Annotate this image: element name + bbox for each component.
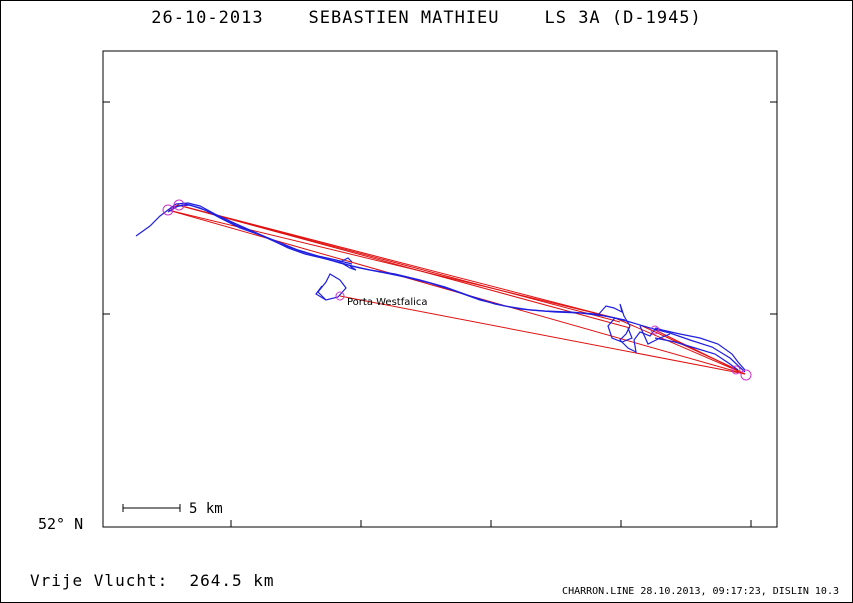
title-pilot: SEBASTIEN MATHIEU [308,8,500,28]
plot-frame [102,50,778,528]
credit-line: CHARRON.LINE 28.10.2013, 09:17:23, DISLI… [562,586,839,597]
turnpoint-circle [740,369,752,381]
gps-track [135,202,746,373]
flight-legs [167,204,746,375]
scale-label: 5 km [189,501,223,517]
turnpoint-circle [173,199,185,211]
turnpoint-circle [731,365,741,375]
distance-summary: Vrije Vlucht: 264.5 km [30,571,275,590]
turnpoint-circle [162,204,174,216]
turnpoint-circle [335,291,345,301]
axis-ticks [103,101,777,527]
latitude-label: 52° N [38,515,84,533]
distance-value: 264.5 km [189,571,275,590]
title-glider: LS 3A (D-1945) [544,8,702,28]
page-title: 26-10-2013 SEBASTIEN MATHIEU LS 3A (D-19… [0,8,853,28]
waypoint-label: Porta Westfalica [347,297,428,308]
title-date: 26-10-2013 [151,8,264,28]
turnpoint-circle [650,325,660,335]
turnpoint-circles [162,199,752,381]
distance-label: Vrije Vlucht: [30,571,169,590]
scale-bar: 5 km [122,501,223,517]
